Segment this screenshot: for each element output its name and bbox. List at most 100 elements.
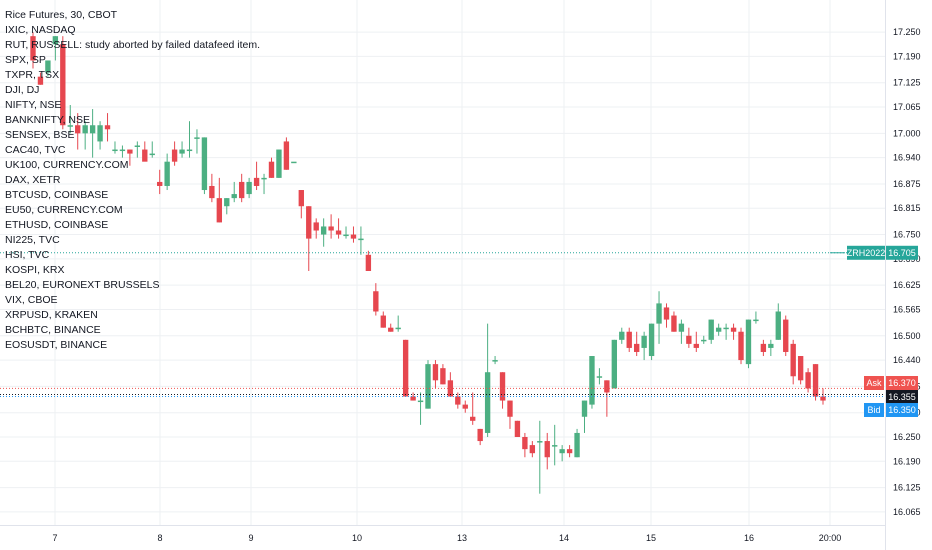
candle[interactable] [693, 331, 699, 352]
candle[interactable] [537, 420, 543, 494]
candle[interactable] [663, 303, 670, 328]
candle[interactable] [134, 141, 141, 158]
candle[interactable] [633, 331, 640, 357]
candle[interactable] [671, 311, 677, 332]
candle[interactable] [388, 323, 394, 332]
legend-symbol[interactable]: IXIC, NASDAQ [5, 24, 76, 36]
candle[interactable] [596, 368, 603, 385]
candle[interactable] [52, 36, 59, 61]
candle[interactable] [75, 113, 81, 150]
candle[interactable] [328, 214, 334, 239]
legend-symbol[interactable]: NI225, TVC [5, 234, 60, 246]
candle[interactable] [432, 360, 439, 389]
candle[interactable] [753, 311, 759, 324]
candle[interactable] [112, 141, 118, 154]
candle[interactable] [455, 392, 461, 409]
candle[interactable] [440, 364, 446, 385]
candle[interactable] [783, 315, 789, 357]
candle[interactable] [283, 137, 290, 170]
legend-symbol[interactable]: DAX, XETR [5, 174, 61, 186]
candle[interactable] [60, 36, 66, 130]
candle[interactable] [104, 113, 111, 142]
candle[interactable] [797, 356, 804, 385]
candle[interactable] [738, 327, 744, 365]
candle[interactable] [656, 291, 662, 344]
candle[interactable] [499, 372, 506, 409]
candle[interactable] [320, 218, 327, 247]
candle[interactable] [224, 198, 230, 215]
legend-symbol[interactable]: KOSPI, KRX [5, 264, 65, 276]
candle[interactable] [119, 145, 126, 158]
candle[interactable] [402, 339, 409, 397]
candle[interactable] [552, 424, 558, 466]
candle[interactable] [82, 121, 88, 150]
candle[interactable] [164, 153, 170, 191]
candle[interactable] [626, 327, 632, 352]
candle[interactable] [194, 129, 200, 154]
candle[interactable] [723, 323, 729, 340]
candle[interactable] [268, 157, 275, 178]
candle[interactable] [522, 432, 528, 458]
candle[interactable] [708, 319, 714, 344]
candle[interactable] [470, 392, 476, 425]
candle[interactable] [30, 32, 36, 69]
candle[interactable] [186, 121, 193, 158]
legend-symbol[interactable]: EOSUSDT, BINANCE [5, 339, 108, 351]
legend-symbol[interactable]: CAC40, TVC [5, 144, 66, 156]
candle[interactable] [246, 177, 252, 199]
candle[interactable] [216, 177, 223, 223]
candle[interactable] [745, 319, 752, 369]
legend-symbol[interactable]: NIFTY, NSE [5, 99, 62, 111]
candle[interactable] [760, 339, 767, 357]
legend-symbol[interactable]: UK100, CURRENCY.COM [5, 159, 129, 171]
candle[interactable] [812, 364, 819, 401]
legend-symbol[interactable]: BCHBTC, BINANCE [5, 324, 101, 336]
candle[interactable] [477, 428, 483, 446]
candle[interactable] [157, 169, 163, 195]
candle[interactable] [417, 392, 424, 425]
legend-symbol[interactable]: HSI, TVC [5, 249, 50, 261]
candle[interactable] [648, 323, 655, 361]
candle[interactable] [462, 400, 468, 413]
candle[interactable] [276, 149, 282, 178]
candles[interactable] [30, 32, 826, 494]
candle[interactable] [127, 149, 133, 166]
candle[interactable] [641, 331, 647, 361]
candle[interactable] [529, 441, 536, 458]
candle[interactable] [805, 368, 811, 393]
candle[interactable] [45, 60, 51, 77]
candle[interactable] [604, 380, 610, 417]
candle[interactable] [335, 218, 342, 239]
candle[interactable] [559, 445, 565, 462]
candle[interactable] [171, 141, 178, 166]
candle[interactable] [253, 161, 260, 191]
candle[interactable] [149, 141, 155, 158]
candle[interactable] [350, 226, 357, 243]
candle[interactable] [566, 445, 573, 458]
candle[interactable] [179, 141, 185, 158]
legend-symbol[interactable]: BANKNIFTY, NSE [5, 114, 90, 126]
candle[interactable] [686, 327, 692, 348]
candle[interactable] [484, 323, 491, 437]
candle[interactable] [775, 303, 781, 340]
candle[interactable] [142, 141, 148, 162]
candle[interactable] [507, 400, 513, 429]
candle[interactable] [380, 311, 386, 328]
candle[interactable] [589, 356, 595, 409]
candle[interactable] [619, 327, 625, 344]
candle[interactable] [89, 109, 96, 158]
candle[interactable] [313, 218, 319, 239]
legend-symbol[interactable]: SPX, SP [5, 54, 46, 66]
candle[interactable] [261, 173, 267, 195]
legend-symbol[interactable]: XRPUSD, KRAKEN [5, 309, 98, 321]
candle[interactable] [715, 323, 722, 336]
legend-symbol[interactable]: SENSEX, BSE [5, 129, 75, 141]
candle[interactable] [306, 206, 312, 271]
legend-symbol[interactable]: TXPR, TSX [5, 69, 60, 81]
candle[interactable] [514, 420, 521, 437]
candle[interactable] [373, 283, 379, 316]
candle[interactable] [425, 360, 431, 409]
candle[interactable] [358, 226, 364, 255]
legend-symbol[interactable]: DJI, DJ [5, 84, 40, 96]
